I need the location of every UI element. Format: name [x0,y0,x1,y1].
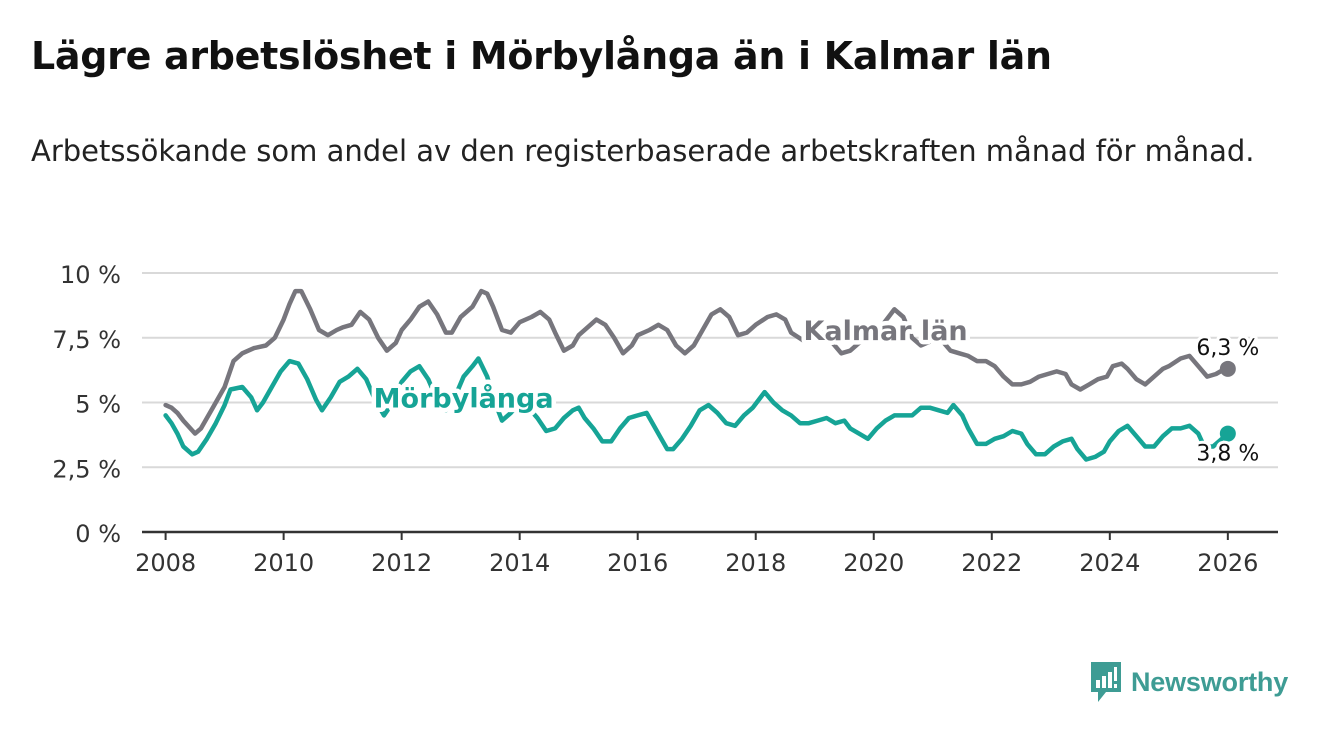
x-tick-label: 2008 [135,549,196,577]
x-tick-label: 2024 [1079,549,1140,577]
gridlines [142,272,1278,534]
series-lines [163,288,1236,462]
series-line-kalmar-lan [163,288,1231,436]
y-tick-label: 0 % [75,520,121,548]
x-tick-label: 2012 [371,549,432,577]
end-value-label-morbylanga: 3,8 % [1196,442,1259,467]
y-axis-tick-labels: 0 % 2,5 % 5 % 7,5 % 10 % [52,261,121,548]
x-tick-label: 2018 [725,549,786,577]
y-tick-label: 10 % [60,261,121,289]
newsworthy-logo: Newsworthy [1089,660,1288,704]
y-tick-label: 2,5 % [52,455,121,483]
brand-name: Newsworthy [1131,666,1289,697]
page-title: Lägre arbetslöshet i Mörbylånga än i Kal… [31,34,1052,78]
series-label-kalmar-lan: Kalmar län [803,316,967,347]
y-tick-label: 7,5 % [52,326,121,354]
chart-subtitle: Arbetssökande som andel av den registerb… [31,134,1255,168]
x-tick-label: 2014 [489,549,550,577]
series-label-morbylanga: Mörbylånga [374,382,554,414]
series-end-marker-morbylanga [1219,425,1236,442]
x-tick-label: 2010 [253,549,314,577]
end-value-label-kalmar-lan: 6,3 % [1196,336,1259,361]
x-tick-label: 2020 [843,549,904,577]
y-tick-label: 5 % [75,391,121,419]
series-end-marker-kalmar-lan [1219,360,1236,377]
x-tick-label: 2022 [961,549,1022,577]
series-line-morbylanga [163,356,1231,462]
x-tick-label: 2026 [1197,549,1258,577]
x-tick-label: 2016 [607,549,668,577]
x-axis-tick-labels: 2008 2010 2012 2014 2016 2018 2020 2022 2024 2026 [135,532,1258,577]
series-labels: Kalmar län 6,3 % Mörbylånga 3,8 % [369,311,1262,469]
newsworthy-icon [1091,662,1121,702]
